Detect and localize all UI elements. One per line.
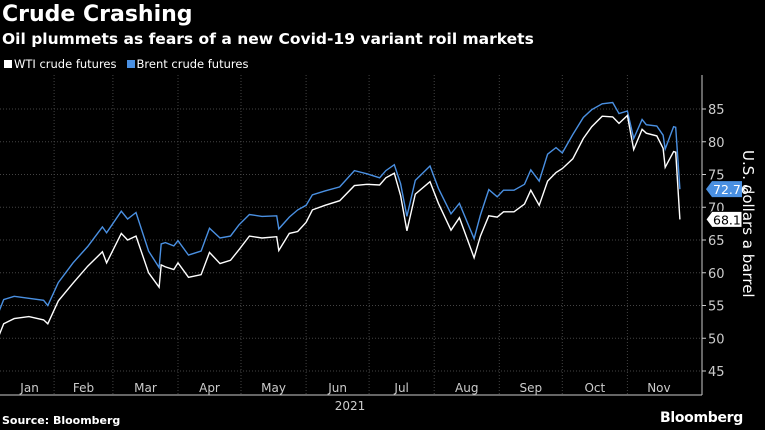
legend-swatch-brent xyxy=(126,60,135,68)
y-tick-label: 45 xyxy=(708,365,725,380)
x-tick-label: Sep xyxy=(519,381,542,395)
chart-subtitle: Oil plummets as fears of a new Covid-19 … xyxy=(2,30,534,48)
x-tick-label: Nov xyxy=(647,381,670,395)
source-note: Source: Bloomberg xyxy=(2,414,121,427)
legend-item-wti: WTI crude futures xyxy=(4,57,117,71)
x-tick-label: May xyxy=(261,381,286,395)
x-tick-label: Jan xyxy=(19,381,39,395)
y-axis-label-wrap: U.S. dollars a barrel xyxy=(737,150,757,310)
legend-label-wti: WTI crude futures xyxy=(14,57,117,71)
last-value-badge xyxy=(706,181,742,198)
y-tick-label: 65 xyxy=(708,234,725,249)
last-value-label: 68.15 xyxy=(713,212,749,227)
y-tick-label: 85 xyxy=(708,103,725,118)
y-tick-label: 55 xyxy=(708,300,725,315)
legend-item-brent: Brent crude futures xyxy=(126,57,249,71)
x-tick-label: Mar xyxy=(134,381,157,395)
chart-title: Crude Crashing xyxy=(2,2,193,27)
legend-swatch-wti xyxy=(4,60,12,68)
x-tick-label: Jul xyxy=(393,381,408,395)
y-tick-label: 80 xyxy=(708,136,725,151)
x-tick-label: Oct xyxy=(584,381,605,395)
last-value-badge xyxy=(705,210,743,228)
y-axis-label: U.S. dollars a barrel xyxy=(739,150,757,298)
x-year-label: 2021 xyxy=(335,399,366,413)
bloomberg-logo: Bloomberg xyxy=(659,410,743,426)
last-value-label: 72.76 xyxy=(713,182,749,197)
series-line-brent xyxy=(0,101,681,312)
x-tick-label: Aug xyxy=(455,381,478,395)
legend-label-brent: Brent crude futures xyxy=(136,57,249,71)
y-tick-label: 50 xyxy=(708,332,725,347)
series-line-wti xyxy=(0,114,681,336)
x-tick-label: Feb xyxy=(73,381,94,395)
x-tick-label: Apr xyxy=(199,381,220,395)
x-tick-label: Jun xyxy=(327,381,347,395)
legend: WTI crude futures Brent crude futures xyxy=(4,57,248,71)
y-tick-label: 60 xyxy=(708,267,725,282)
y-tick-label: 75 xyxy=(708,169,725,184)
